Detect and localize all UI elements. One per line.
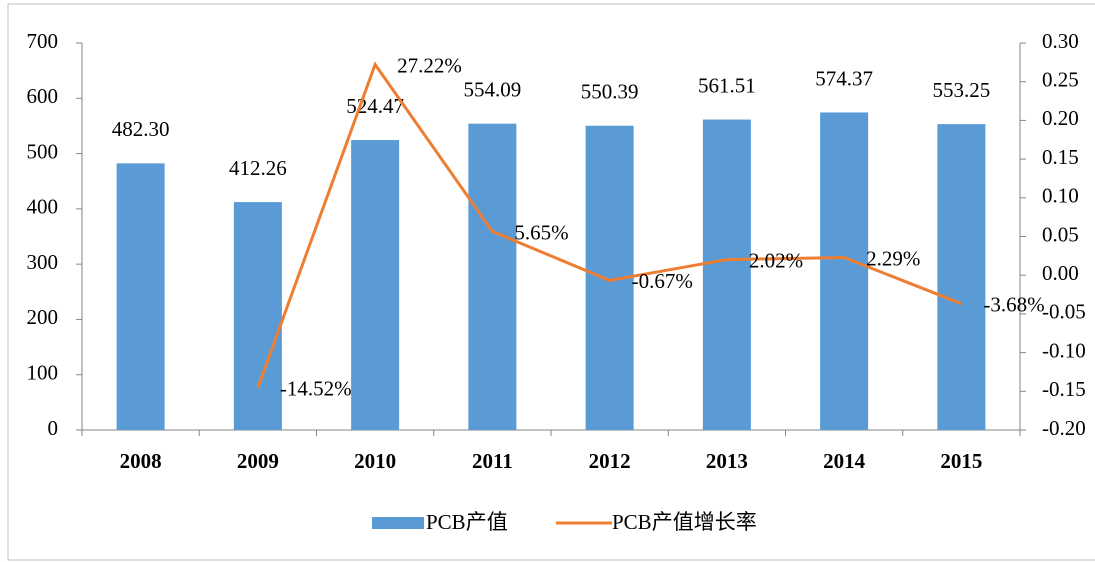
y2-tick-label: 0.15 xyxy=(1042,145,1079,169)
bar xyxy=(116,163,165,430)
y2-tick-label: -0.05 xyxy=(1042,300,1086,324)
bar-value-label: 574.37 xyxy=(815,66,873,90)
bar-value-label: 412.26 xyxy=(229,156,287,180)
bar xyxy=(937,124,986,431)
chart-border xyxy=(7,3,1095,561)
y-tick-label: 600 xyxy=(27,84,59,108)
y2-tick-label: -0.15 xyxy=(1042,377,1086,401)
y-tick-label: 200 xyxy=(27,305,59,329)
x-tick-label: 2015 xyxy=(940,449,982,473)
x-tick-label: 2013 xyxy=(706,449,748,473)
legend-label: PCB产值 xyxy=(426,510,508,534)
y-tick-label: 300 xyxy=(27,250,59,274)
y2-tick-label: 0.20 xyxy=(1042,106,1079,130)
y2-tick-label: -0.10 xyxy=(1042,338,1086,362)
bar xyxy=(351,140,400,430)
bar xyxy=(820,112,869,430)
y2-tick-label: -0.20 xyxy=(1042,416,1086,440)
y-tick-label: 400 xyxy=(27,195,59,219)
bar-value-label: 524.47 xyxy=(346,94,404,118)
bar-value-label: 550.39 xyxy=(581,80,639,104)
y-tick-label: 100 xyxy=(27,361,59,385)
line-value-label: -14.52% xyxy=(280,376,352,400)
bar-value-label: 554.09 xyxy=(464,77,522,101)
line-value-label: 2.29% xyxy=(866,246,920,270)
y2-tick-label: 0.25 xyxy=(1042,68,1079,92)
line-value-label: 27.22% xyxy=(397,53,462,77)
y-tick-label: 0 xyxy=(48,416,59,440)
y2-tick-label: 0.10 xyxy=(1042,184,1079,208)
y-tick-label: 500 xyxy=(27,139,59,163)
y2-tick-label: 0.00 xyxy=(1042,261,1079,285)
legend-bar-swatch xyxy=(372,517,424,529)
x-tick-label: 2010 xyxy=(354,449,396,473)
y2-tick-label: 0.30 xyxy=(1042,29,1079,53)
y-tick-label: 700 xyxy=(27,29,59,53)
x-tick-label: 2009 xyxy=(237,449,279,473)
x-tick-label: 2011 xyxy=(472,449,513,473)
bar-value-label: 482.30 xyxy=(112,117,170,141)
bar xyxy=(702,119,751,430)
bar-value-label: 553.25 xyxy=(933,78,991,102)
legend-label: PCB产值增长率 xyxy=(612,510,757,534)
x-tick-label: 2012 xyxy=(589,449,631,473)
bar-value-label: 561.51 xyxy=(698,73,756,97)
line-value-label: -3.68% xyxy=(983,292,1044,316)
line-value-label: 5.65% xyxy=(514,220,568,244)
line-value-label: -0.67% xyxy=(632,269,693,293)
y2-tick-label: 0.05 xyxy=(1042,222,1079,246)
bar xyxy=(233,202,282,430)
line-value-label: 2.02% xyxy=(749,248,803,272)
x-tick-label: 2008 xyxy=(120,449,162,473)
growth-line xyxy=(256,61,962,389)
bar xyxy=(468,123,517,430)
x-tick-label: 2014 xyxy=(823,449,866,473)
